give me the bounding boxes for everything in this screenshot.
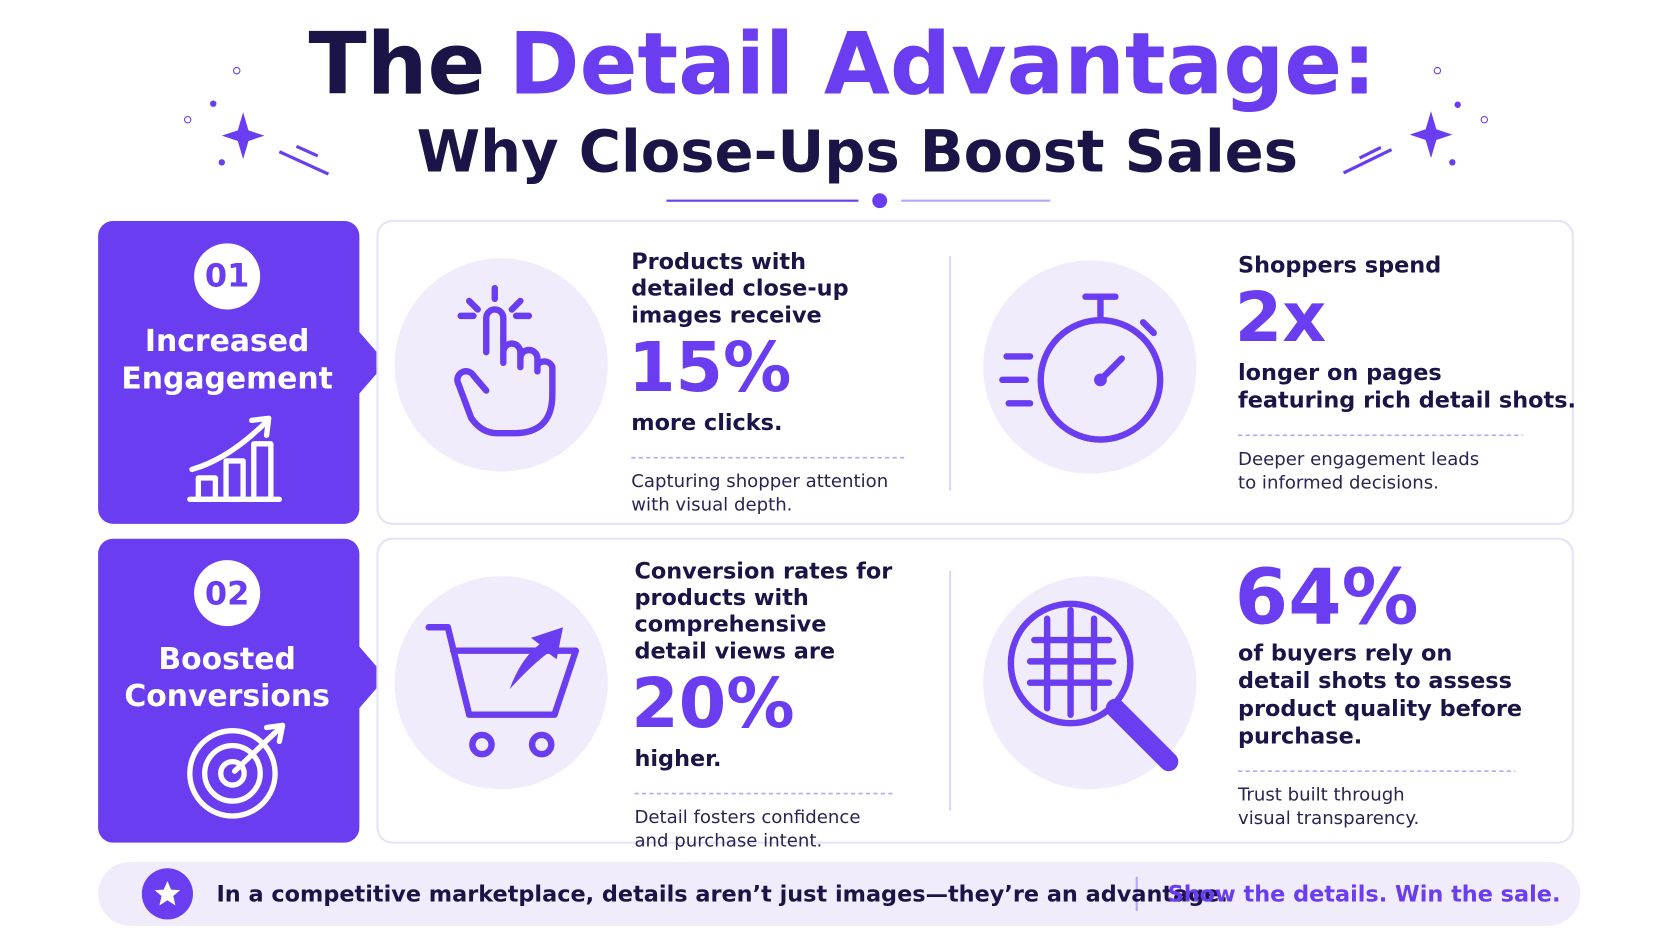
- stat-after: longer on pages: [1238, 360, 1442, 386]
- card: [376, 219, 1574, 525]
- stat-note: Trust built through: [1237, 785, 1405, 806]
- stat-note: visual transparency.: [1238, 808, 1419, 829]
- footer: [98, 861, 1581, 926]
- click-icon: [394, 258, 608, 472]
- section-panel: [98, 220, 387, 524]
- stat-after: purchase.: [1238, 724, 1362, 750]
- stat-lead: comprehensive: [634, 612, 826, 638]
- stopwatch-icon: [983, 260, 1197, 474]
- title: The Detail Advantage:: [309, 16, 1377, 115]
- section-label: Engagement: [121, 361, 333, 396]
- stat-lead: Conversion rates for: [634, 558, 892, 584]
- footer-message: In a competitive marketplace, details ar…: [216, 881, 1227, 907]
- card: [376, 537, 1574, 844]
- stat-after: higher.: [634, 746, 721, 772]
- stat-note: Capturing shopper attention: [631, 471, 888, 492]
- magnifier-icon: [983, 576, 1197, 790]
- stat-lead: Shoppers spend: [1238, 252, 1441, 278]
- stat-note: and purchase intent.: [634, 831, 822, 852]
- stat-figure: 20%: [631, 665, 794, 744]
- section-number: 01: [205, 256, 250, 294]
- stat-after: more clicks.: [631, 410, 782, 436]
- stat-after: featuring rich detail shots.: [1238, 388, 1576, 414]
- subtitle: Why Close-Ups Boost Sales: [417, 119, 1298, 186]
- stat-lead: products with: [634, 585, 808, 611]
- divider: [666, 193, 1051, 209]
- title-accent: Detail Advantage:: [509, 16, 1376, 115]
- stat-lead: detail views are: [634, 638, 835, 664]
- section-label: Conversions: [124, 679, 330, 714]
- stat-note: to informed decisions.: [1238, 472, 1439, 493]
- stat-figure: 15%: [628, 329, 791, 408]
- section-label: Increased: [145, 324, 310, 359]
- stat-figure: 64%: [1235, 554, 1419, 643]
- section-label: Boosted: [158, 642, 295, 677]
- stat-after: product quality before: [1238, 696, 1522, 722]
- stat-lead: detailed close-up: [631, 276, 848, 302]
- sparkles: [183, 66, 1489, 176]
- stat-note: Deeper engagement leads: [1238, 449, 1479, 470]
- stat-after: detail shots to assess: [1238, 668, 1512, 694]
- stat-lead: images receive: [631, 302, 821, 328]
- footer-tagline: Show the details. Win the sale.: [1168, 881, 1561, 907]
- section-number: 02: [205, 574, 250, 612]
- section-panel: [98, 538, 387, 843]
- stat-figure: 2x: [1235, 279, 1327, 358]
- stat-lead: Products with: [631, 249, 806, 275]
- stat-note: Detail fosters confidence: [634, 807, 860, 828]
- title-lead: The: [309, 16, 486, 115]
- cart-icon: [394, 576, 608, 790]
- stat-note: with visual depth.: [631, 495, 792, 516]
- stat-after: of buyers rely on: [1238, 640, 1452, 666]
